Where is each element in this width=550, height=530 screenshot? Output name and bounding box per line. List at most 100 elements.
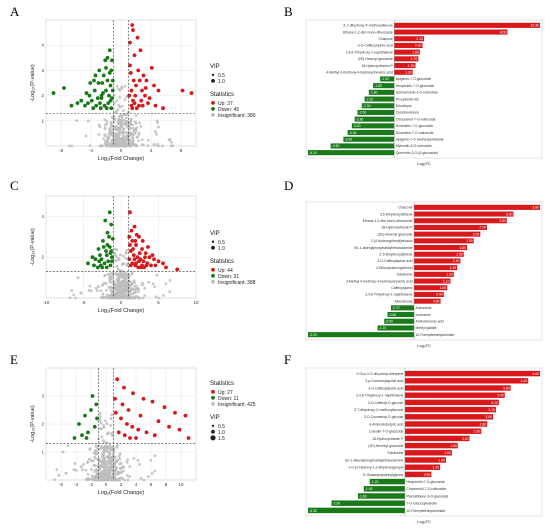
insignificant-point — [117, 296, 121, 300]
down-point — [109, 222, 114, 227]
insignificant-point — [108, 130, 112, 134]
insignificant-point — [101, 461, 105, 465]
bar — [377, 325, 415, 331]
down-point — [104, 253, 109, 258]
down-point — [97, 68, 102, 73]
up-point — [137, 78, 142, 83]
insignificant-point — [140, 283, 144, 287]
bar-value-label: -3.00 — [353, 124, 361, 128]
insignificant-point — [75, 119, 79, 122]
bar-value-label: -1.20 — [371, 480, 379, 484]
insignificant-point — [98, 427, 102, 430]
insignificant-point — [109, 275, 113, 279]
insignificant-point — [102, 450, 106, 454]
bar-value-label: 1.40 — [438, 458, 445, 462]
bar — [404, 442, 458, 449]
insignificant-point — [110, 143, 113, 147]
bar — [414, 298, 441, 304]
insignificant-point — [153, 285, 156, 289]
bar-value-label: 1.80 — [466, 239, 473, 243]
bar-value-label: 3.20 — [491, 401, 498, 405]
insignificant-point — [55, 468, 59, 471]
panel-label-f: F — [284, 352, 292, 367]
up-point — [147, 255, 152, 260]
insignificant-point — [124, 274, 128, 278]
bar-category-label: Chrysoeriol-7-O-rutinoside — [396, 117, 436, 121]
insignificant-point — [121, 141, 125, 145]
bar-value-label: 8.00 — [500, 30, 507, 34]
down-point — [108, 98, 113, 103]
bar-value-label: 2.10 — [416, 37, 423, 41]
insignificant-point — [103, 127, 107, 130]
insignificant-point — [114, 110, 118, 113]
up-point — [134, 261, 138, 266]
up-point — [122, 385, 126, 390]
insignificant-point — [115, 99, 119, 103]
insignificant-point — [123, 478, 126, 482]
down-point — [110, 88, 115, 93]
bar-category-label: Quercetin-3-O-(6-glucoside) — [396, 151, 438, 155]
up-point — [134, 436, 138, 440]
bar — [394, 36, 424, 42]
y-tick-label: 2 — [41, 93, 44, 98]
bar — [343, 136, 395, 142]
up-point — [113, 410, 118, 415]
insignificant-point — [98, 414, 102, 418]
legend-stats-marker — [211, 389, 215, 394]
insignificant-point — [118, 95, 122, 99]
insignificant-point — [138, 121, 141, 125]
down-point — [62, 86, 66, 90]
up-point — [143, 86, 148, 90]
insignificant-point — [108, 478, 112, 482]
up-point — [137, 259, 141, 264]
panel-label-c: C — [10, 178, 19, 193]
insignificant-point — [104, 474, 108, 477]
insignificant-point — [115, 84, 119, 88]
insignificant-point — [87, 289, 91, 292]
insignificant-point — [107, 127, 111, 131]
up-point — [131, 78, 136, 83]
insignificant-point — [138, 463, 141, 466]
insignificant-point — [105, 295, 109, 299]
bar-category-label: Ethane-1,2-diol mono-dihexoside — [363, 219, 413, 223]
up-point — [127, 234, 132, 239]
insignificant-point — [132, 129, 136, 133]
legend-vip-marker — [211, 245, 215, 250]
bar-value-label: -2.60 — [359, 111, 367, 115]
series-down — [86, 210, 115, 270]
insignificant-point — [67, 144, 71, 148]
insignificant-point — [111, 453, 115, 456]
bar-plot-area — [305, 19, 543, 159]
bar-category-label: 3-Methyl-4-methoxy-4-hydroxycinnamic aci… — [346, 279, 413, 283]
bar — [308, 332, 415, 338]
up-point — [164, 265, 168, 270]
insignificant-point — [130, 272, 134, 276]
bar-value-label: -1.10 — [379, 326, 387, 330]
down-point — [105, 55, 110, 60]
up-point — [134, 83, 138, 88]
insignificant-point — [74, 296, 77, 300]
insignificant-point — [105, 119, 109, 123]
up-point — [150, 253, 155, 258]
up-point — [180, 88, 185, 93]
insignificant-point — [119, 283, 123, 286]
insignificant-point — [128, 280, 132, 284]
insignificant-point — [100, 465, 104, 468]
insignificant-point — [117, 258, 121, 262]
bar-value-label: 3.80 — [532, 206, 539, 210]
insignificant-point — [117, 104, 121, 107]
legend-stats-label: Insignificant: 388 — [218, 280, 256, 286]
bar-category-label: Myricetin-3-O-rutinoside — [396, 144, 432, 148]
insignificant-point — [141, 143, 145, 147]
insignificant-point — [137, 139, 141, 143]
insignificant-points — [53, 411, 157, 482]
x-tick-label: -2 — [89, 482, 93, 487]
insignificant-point — [125, 124, 129, 128]
insignificant-point — [114, 125, 118, 128]
insignificant-point — [98, 475, 102, 479]
up-point — [127, 257, 132, 262]
up-point — [156, 88, 161, 93]
legend-vip-label: 0.5 — [218, 424, 225, 430]
insignificant-point — [72, 293, 76, 296]
bar-chart-f: 4.60 2-Oxo-3-O-dihydroxy-diterpene 4.20 3-p… — [305, 367, 543, 524]
